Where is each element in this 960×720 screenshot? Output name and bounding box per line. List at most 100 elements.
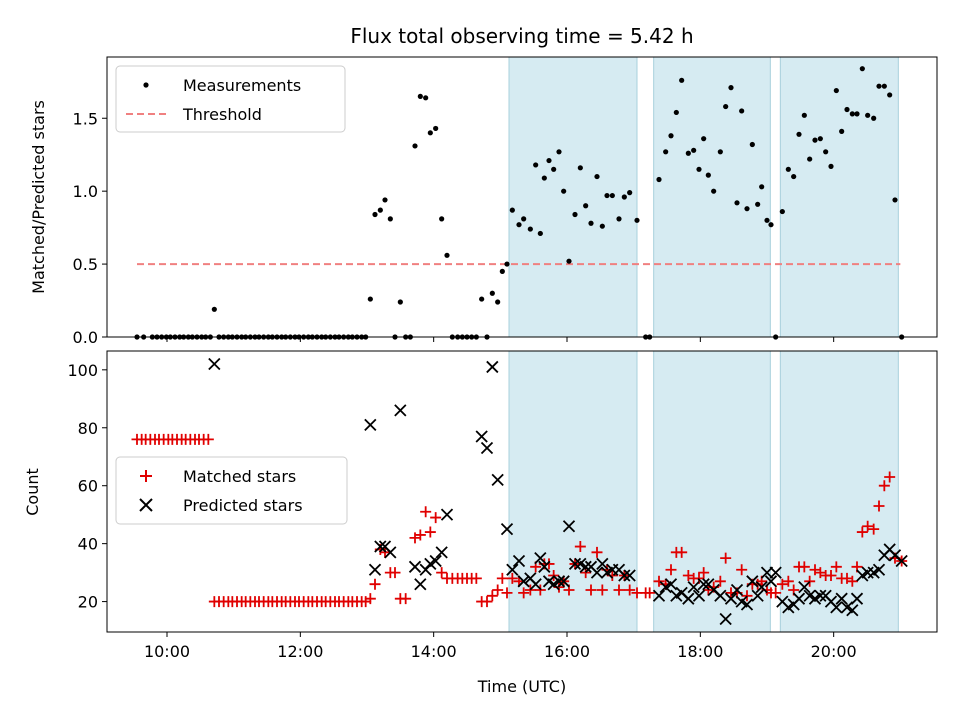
measurement-point	[817, 136, 823, 142]
x-tick-label: 18:00	[677, 642, 723, 661]
top-observing-spans	[508, 56, 899, 338]
measurement-point	[479, 296, 485, 302]
predicted-star-point	[590, 566, 604, 579]
measurement-point	[711, 188, 717, 194]
measurement-point	[701, 136, 707, 142]
measurement-point	[634, 217, 640, 223]
predicted-star-point	[719, 612, 732, 626]
measurement-point	[828, 163, 834, 169]
observing-span-1	[508, 56, 638, 338]
measurement-point	[839, 128, 845, 134]
measurement-point	[509, 207, 515, 213]
predicted-star-point	[835, 592, 848, 605]
measurement-point	[521, 216, 527, 222]
predicted-star-point	[730, 583, 744, 597]
measurement-point	[417, 93, 423, 99]
matched-star-point	[486, 590, 498, 602]
measurement-point	[566, 258, 572, 264]
matched-star-point	[364, 593, 376, 605]
predicted-star-point	[814, 589, 827, 602]
predicted-star-point	[850, 592, 864, 605]
measurement-point	[561, 188, 567, 194]
predicted-star-point	[374, 540, 387, 553]
predicted-star-point	[506, 563, 519, 576]
measurement-point	[691, 147, 697, 153]
bottom-legend: Matched stars Predicted stars	[115, 456, 348, 525]
predicted-star-point	[724, 592, 738, 605]
measurement-point	[801, 112, 807, 118]
predicted-star-point	[414, 578, 427, 591]
predicted-star-point	[408, 560, 422, 573]
matched-star-point	[369, 578, 381, 590]
measurement-point	[621, 194, 627, 200]
predicted-star-point	[760, 566, 774, 579]
predicted-star-points	[208, 357, 908, 626]
legend-threshold-label: Threshold	[182, 105, 262, 124]
y-tick-label: 100	[67, 361, 98, 380]
predicted-star-point	[394, 404, 407, 417]
measurement-point	[412, 143, 418, 149]
matched-star-point	[430, 512, 442, 524]
top-x-ticks	[166, 337, 835, 342]
matched-star-point	[585, 584, 597, 596]
x-tick-label: 14:00	[411, 642, 457, 661]
matched-star-point	[878, 480, 890, 492]
measurement-point	[685, 150, 691, 156]
matched-star-point	[665, 564, 677, 576]
measurement-point	[439, 216, 445, 222]
y-tick-label: 1.5	[73, 109, 98, 128]
measurement-point	[527, 226, 533, 232]
predicted-star-point	[475, 430, 488, 443]
measurement-point	[892, 197, 898, 203]
legend-measurement-marker	[143, 82, 149, 88]
observing-span-3	[779, 350, 899, 633]
measurement-point	[768, 222, 774, 228]
measurement-point	[755, 201, 761, 207]
bottom-y-axis-label: Count	[23, 468, 42, 516]
measurement-point	[668, 133, 674, 139]
predicted-star-point	[740, 598, 754, 611]
measurement-point	[796, 131, 802, 137]
predicted-star-point	[517, 575, 530, 588]
matched-star-point	[400, 593, 412, 605]
predicted-star-point	[687, 580, 700, 594]
matched-star-point	[698, 567, 710, 579]
predicted-star-point	[512, 554, 526, 568]
predicted-star-point	[500, 523, 514, 536]
predicted-star-point	[491, 473, 504, 487]
measurement-point	[427, 130, 433, 136]
measurement-point	[887, 92, 893, 98]
legend-predicted-label: Predicted stars	[183, 496, 303, 515]
measurement-point	[397, 299, 403, 305]
measurement-point	[865, 112, 871, 118]
measurement-point	[807, 156, 813, 162]
predicted-star-point	[579, 560, 592, 573]
measurement-point	[744, 206, 750, 212]
top-axes-frame	[106, 56, 938, 338]
matched-star-point	[624, 584, 636, 596]
predicted-star-point	[435, 546, 448, 559]
y-tick-label: 60	[78, 477, 98, 496]
predicted-star-point	[682, 592, 695, 605]
matched-star-point	[676, 546, 688, 558]
measurement-point	[791, 173, 797, 180]
bottom-panel: 20 40 60 80 100 10:00 12:00 14:00 16:00 18:00 20:…	[23, 350, 938, 696]
measurement-point	[382, 197, 388, 203]
predicted-star-point	[529, 578, 542, 591]
measurement-point	[679, 77, 685, 83]
measurement-point	[833, 87, 839, 94]
predicted-star-point	[364, 418, 377, 432]
matched-star-point	[470, 572, 482, 584]
top-panel: 0.0 0.5 1.0 1.5 Matched/Predicted stars Mea…	[29, 56, 938, 347]
measurement-point	[823, 149, 829, 155]
y-tick-label: 0.0	[73, 328, 98, 347]
top-y-ticks: 0.0 0.5 1.0 1.5	[73, 109, 107, 347]
predicted-star-point	[697, 578, 710, 591]
measurement-point	[663, 149, 669, 155]
matched-star-point	[653, 575, 665, 587]
matched-star-point	[873, 500, 885, 512]
matched-star-point	[591, 546, 603, 558]
matched-star-point	[782, 575, 794, 587]
measurement-point	[616, 216, 622, 222]
measurement-point	[495, 299, 501, 305]
